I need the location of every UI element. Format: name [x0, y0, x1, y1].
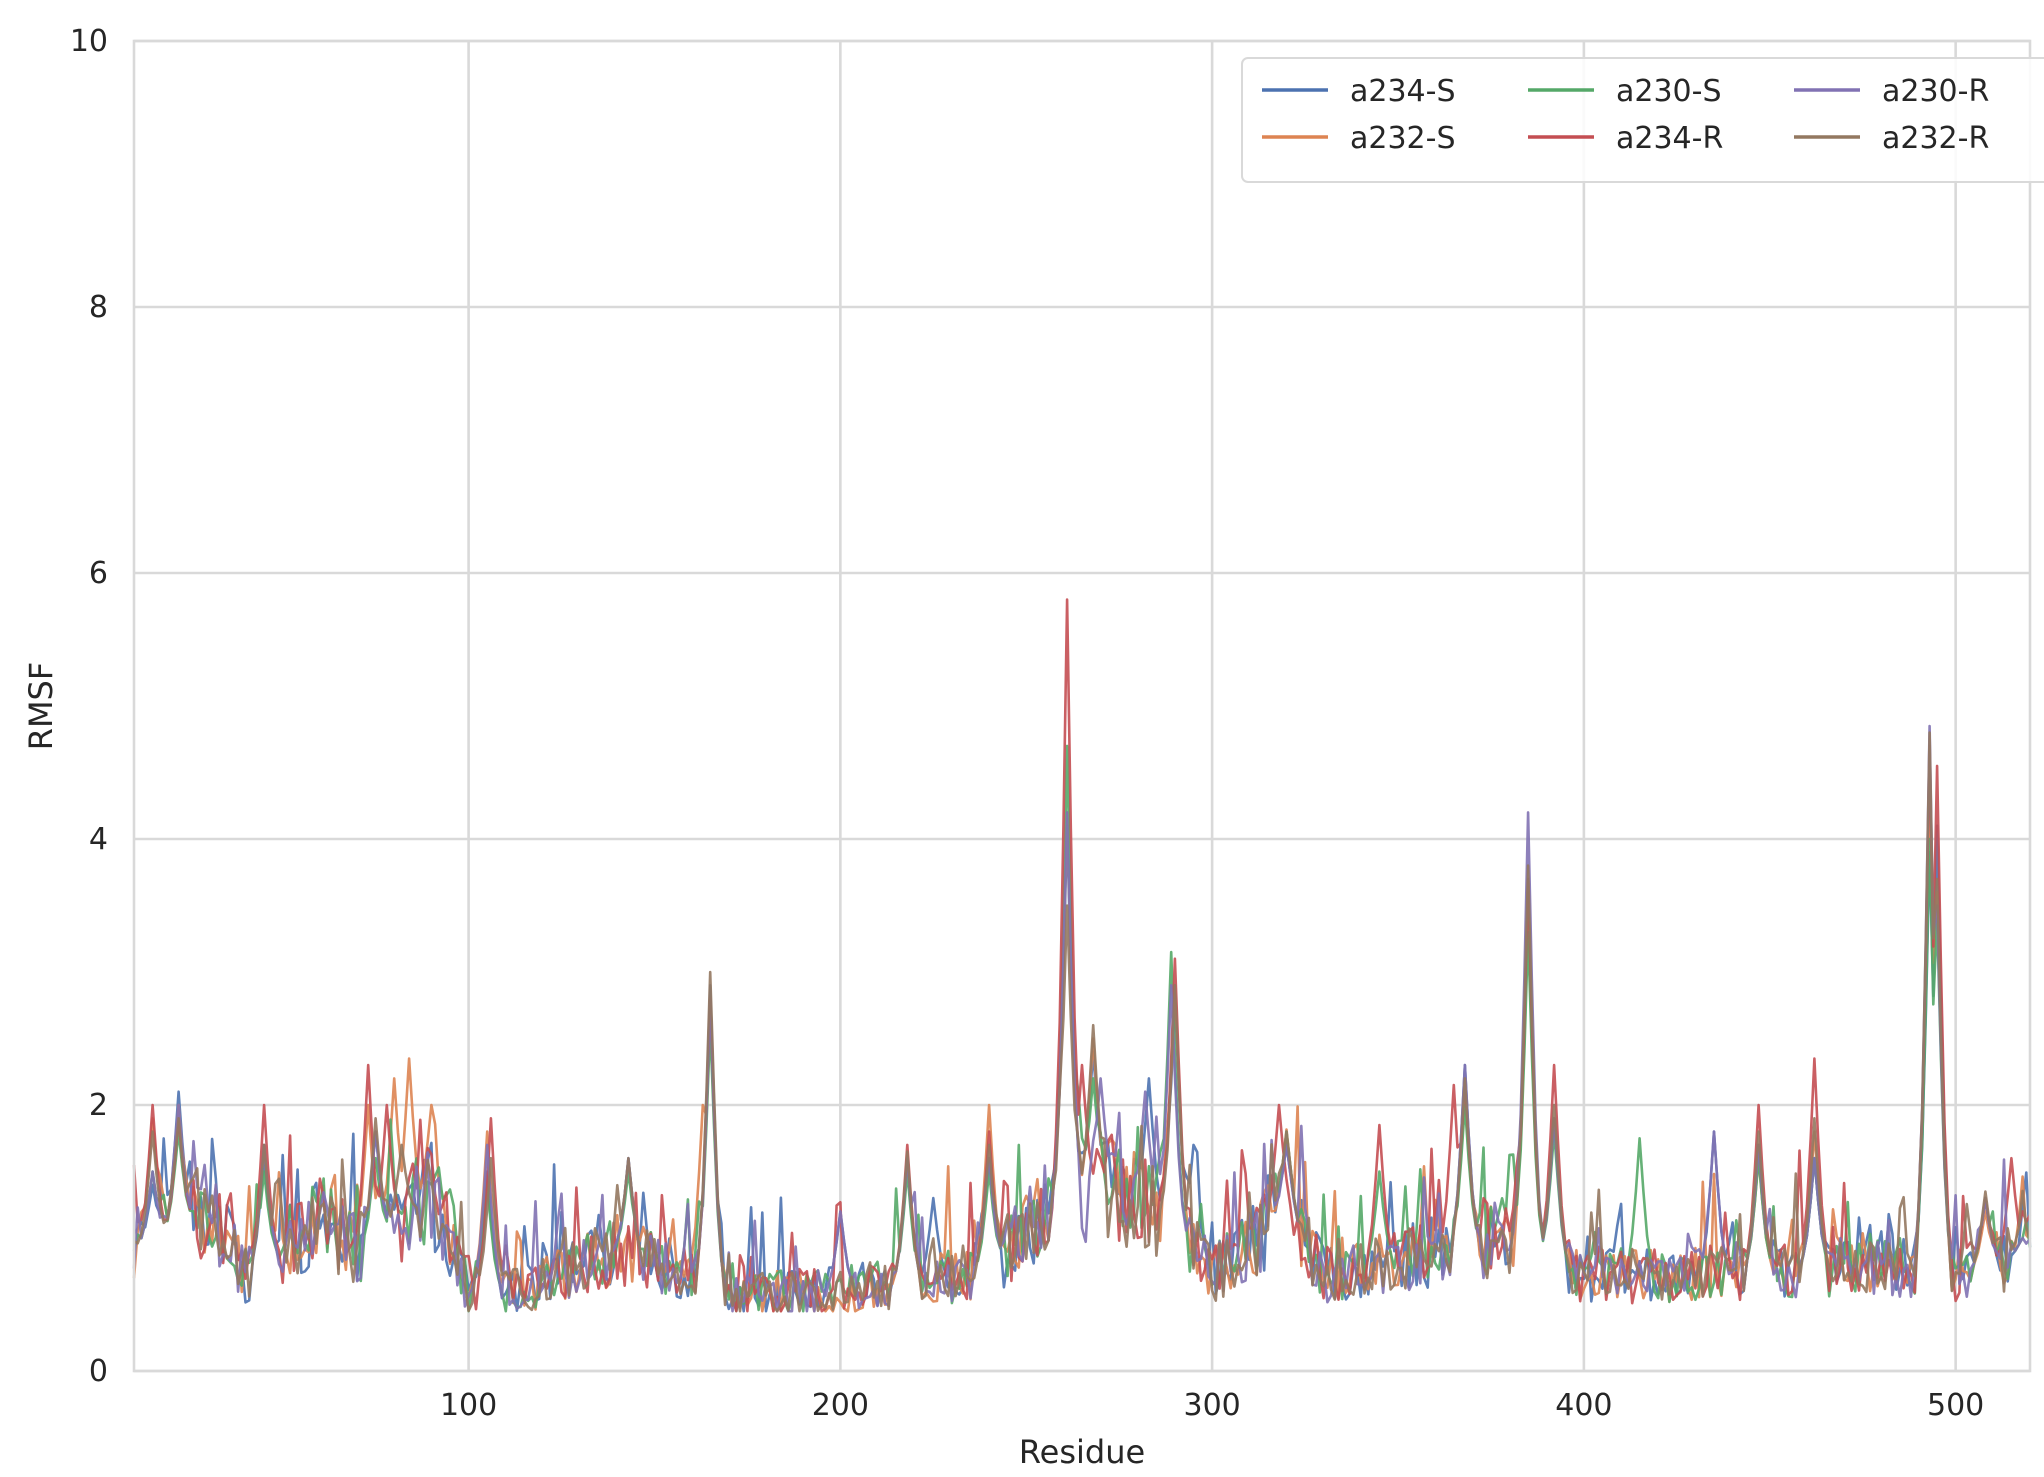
series-line-a232-S — [132, 771, 2031, 1313]
legend-label: a234-R — [1616, 121, 1723, 156]
series-line-a232-R — [133, 731, 2032, 1313]
y-tick-labels: 0 2 4 6 8 10 — [70, 24, 108, 1389]
legend-label: a230-R — [1882, 74, 1989, 109]
x-tick-label: 400 — [1555, 1388, 1612, 1423]
series-line-a230-R — [132, 724, 2032, 1313]
x-tick-label: 200 — [812, 1388, 869, 1423]
y-tick-label: 6 — [89, 556, 108, 591]
legend-label: a232-R — [1882, 121, 1989, 156]
y-tick-label: 4 — [89, 822, 108, 857]
x-axis-label: Residue — [1019, 1433, 1145, 1471]
legend-label: a232-S — [1350, 121, 1456, 156]
y-axis-label: RMSF — [22, 662, 60, 751]
x-tick-label: 100 — [440, 1388, 497, 1423]
legend: a234-S a232-S a230-S a234-R a230-R a232-R — [1241, 57, 2044, 183]
legend-label: a234-S — [1350, 74, 1456, 109]
x-tick-labels: 100 200 300 400 500 — [440, 1388, 1984, 1423]
y-tick-label: 10 — [70, 24, 108, 59]
series-lines — [132, 598, 2032, 1313]
x-tick-label: 300 — [1183, 1388, 1240, 1423]
y-tick-label: 2 — [89, 1088, 108, 1123]
y-tick-label: 8 — [89, 290, 108, 325]
x-tick-label: 500 — [1927, 1388, 1984, 1423]
series-line-a230-S — [132, 744, 2032, 1313]
plot-frame — [132, 39, 2032, 1373]
legend-label: a230-S — [1616, 74, 1722, 109]
y-tick-label: 0 — [89, 1354, 108, 1389]
series-line-a234-R — [132, 598, 2032, 1313]
